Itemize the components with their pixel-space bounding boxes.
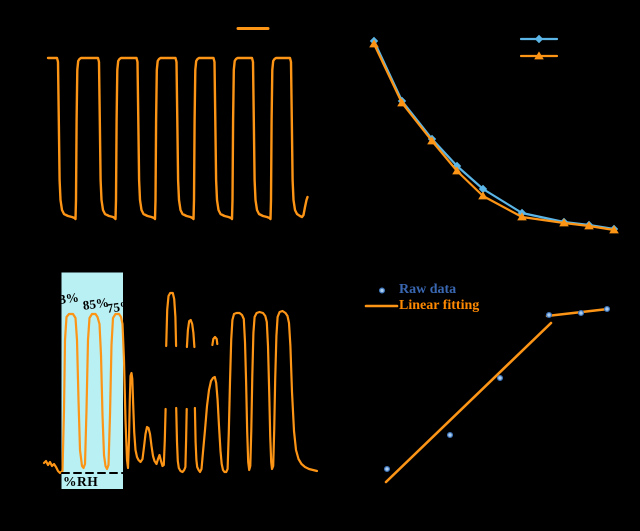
humidity-response-trace-a — [42, 312, 167, 475]
humidity-response-trace-b — [175, 406, 188, 474]
marker-diamond — [534, 34, 544, 44]
marker-triangle — [369, 39, 379, 48]
baseline-rh-label: %RH — [63, 474, 99, 489]
region-label-75-percent: 75% — [105, 297, 134, 316]
marker-circle — [603, 305, 611, 313]
marker-triangle — [397, 98, 407, 107]
marker-triangle — [478, 191, 488, 200]
linear-fit-segment — [545, 307, 610, 318]
marker-diamond — [478, 184, 488, 194]
marker-circle — [446, 431, 454, 439]
spike-fragment — [211, 335, 219, 347]
spike-tip-2 — [185, 318, 196, 349]
legend-label-linear-fitting: Linear fitting — [399, 298, 480, 313]
region-label-93-percent: 93% — [51, 289, 80, 308]
marker-triangle — [427, 136, 437, 145]
spike-tip-1 — [165, 291, 178, 348]
marker-triangle — [584, 221, 594, 230]
highlight-region — [61, 272, 123, 489]
marker-diamond — [452, 161, 462, 171]
humidity-response-trace-c — [193, 309, 319, 474]
marker-triangle — [452, 166, 462, 175]
legend-label-raw-data: Raw data — [399, 282, 457, 297]
pulse-train-trace — [46, 56, 309, 221]
marker-triangle — [534, 51, 544, 60]
marker-circle — [496, 374, 504, 382]
marker-triangle — [559, 218, 569, 227]
marker-circle — [545, 311, 553, 319]
marker-circle — [383, 465, 391, 473]
marker-circle — [577, 309, 585, 317]
marker-circle — [378, 287, 386, 294]
linear-fit-segment — [384, 321, 553, 484]
marker-triangle — [609, 225, 619, 234]
marker-triangle — [517, 212, 527, 221]
decay-series-orange — [372, 42, 616, 232]
